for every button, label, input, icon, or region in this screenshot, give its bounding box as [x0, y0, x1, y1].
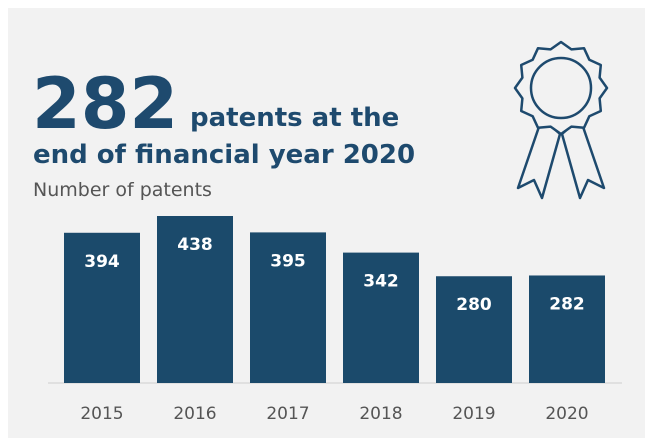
value-label: 342 [363, 272, 399, 292]
x-tick-label: 2015 [80, 404, 123, 424]
value-label: 394 [84, 252, 120, 272]
bar [343, 252, 419, 383]
x-tick-label: 2018 [359, 404, 402, 424]
bar [436, 276, 512, 383]
award-icon [513, 40, 609, 200]
headline-line: patents at the [190, 103, 399, 133]
x-tick-label: 2017 [266, 404, 309, 424]
x-tick-label: 2020 [545, 404, 588, 424]
x-tick-label: 2016 [173, 404, 216, 424]
subtitle: Number of patents [33, 179, 212, 201]
value-label: 280 [456, 295, 492, 315]
bar [529, 275, 605, 383]
rosette [513, 40, 609, 136]
headline-number: 282 [32, 63, 178, 145]
value-label: 395 [270, 251, 306, 271]
bar [250, 232, 326, 383]
x-tick-label: 2019 [452, 404, 495, 424]
bar [64, 232, 140, 383]
headline-line: end of financial year 2020 [33, 140, 415, 170]
value-label: 438 [177, 235, 213, 255]
medal [529, 56, 593, 120]
value-label: 282 [549, 294, 585, 314]
bar [157, 216, 233, 383]
